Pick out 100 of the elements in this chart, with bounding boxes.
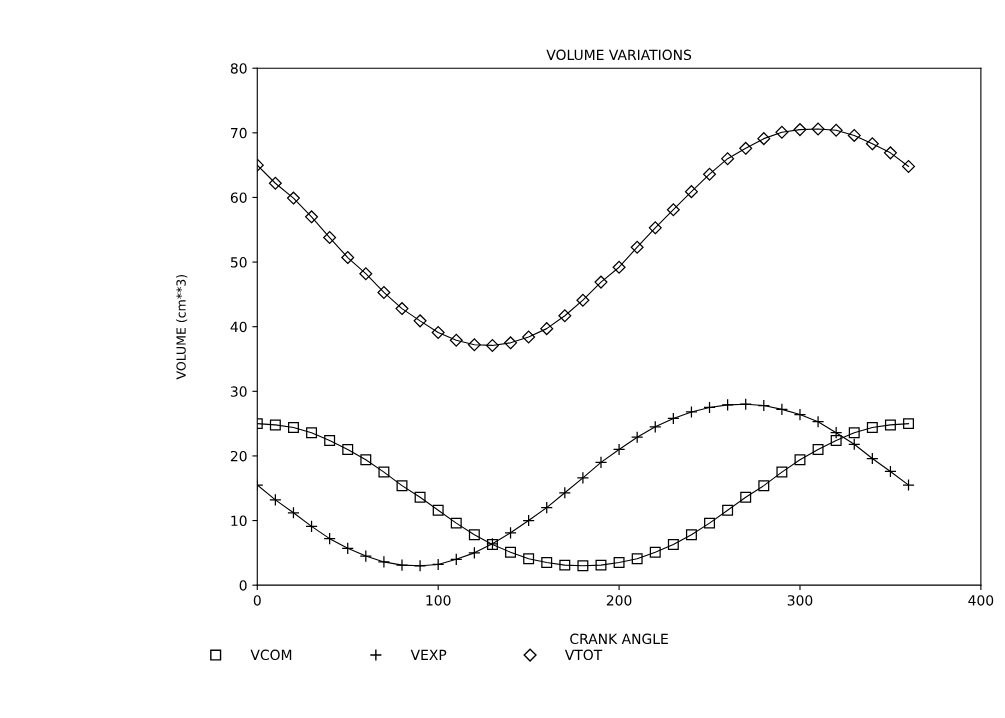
point	[866, 422, 878, 433]
point	[413, 559, 427, 572]
point	[540, 322, 554, 336]
point	[866, 452, 879, 465]
point	[685, 405, 698, 419]
point	[431, 325, 445, 340]
point	[630, 240, 644, 254]
point	[595, 559, 607, 571]
point	[649, 420, 662, 434]
point	[848, 427, 860, 439]
point	[414, 491, 426, 503]
point	[703, 401, 716, 414]
point	[522, 514, 535, 527]
point	[722, 504, 734, 516]
point	[883, 146, 897, 160]
point	[485, 338, 499, 352]
point	[504, 336, 518, 350]
point	[612, 260, 626, 274]
point	[793, 408, 807, 421]
point	[703, 167, 717, 181]
y-tick-label: 30	[230, 386, 247, 397]
point	[306, 427, 318, 439]
point	[505, 546, 517, 558]
point	[268, 176, 282, 190]
point	[758, 480, 770, 492]
point	[594, 275, 608, 289]
point	[287, 506, 300, 519]
y-tick-label: 50	[230, 257, 247, 268]
point	[305, 210, 319, 224]
point	[902, 478, 915, 492]
point	[395, 302, 409, 316]
point	[504, 526, 517, 540]
point	[630, 431, 644, 444]
point	[865, 137, 879, 151]
chart-title: VOLUME VARIATIONS	[546, 49, 692, 61]
point	[413, 314, 427, 328]
point	[577, 560, 589, 572]
point	[342, 443, 354, 455]
x-tick-label: 0	[253, 595, 261, 606]
point	[757, 132, 771, 146]
point	[829, 123, 843, 137]
point	[776, 466, 788, 478]
point	[902, 159, 916, 173]
point	[685, 529, 697, 541]
point	[523, 553, 535, 565]
point	[704, 517, 716, 529]
point	[667, 538, 679, 550]
point	[360, 454, 372, 466]
point	[558, 309, 572, 323]
point	[559, 559, 571, 571]
point	[649, 546, 661, 558]
x-tick-label: 100	[426, 595, 451, 606]
point	[847, 128, 861, 142]
y-tick-label: 40	[230, 321, 247, 333]
y-tick-label: 70	[231, 127, 247, 139]
point	[468, 529, 480, 541]
point	[467, 338, 481, 352]
point	[324, 434, 336, 446]
legend-label: VEXP	[410, 649, 447, 660]
point	[468, 546, 481, 560]
point	[359, 549, 373, 563]
point	[739, 141, 753, 155]
point	[576, 471, 590, 485]
y-tick-label: 60	[230, 192, 247, 203]
point	[377, 555, 391, 569]
point	[341, 251, 355, 265]
point	[269, 419, 281, 431]
y-tick-label: 20	[230, 450, 247, 462]
point	[287, 422, 299, 433]
point	[286, 191, 300, 205]
point	[811, 415, 825, 428]
point	[377, 285, 391, 299]
point	[613, 557, 625, 569]
point	[830, 434, 842, 446]
point	[432, 504, 444, 516]
point	[829, 426, 843, 439]
point	[395, 558, 409, 572]
y-tick-label: 0	[239, 580, 247, 591]
y-tick-label: 80	[230, 63, 247, 74]
legend-label: VCOM	[250, 649, 292, 661]
point	[612, 443, 626, 456]
point	[323, 532, 336, 545]
y-axis-title: VOLUME (cm**3)	[176, 274, 188, 380]
point	[775, 125, 789, 139]
point	[432, 558, 445, 571]
y-tick-label: 10	[231, 515, 247, 527]
point	[793, 123, 807, 137]
x-axis-title: CRANK ANGLE	[570, 633, 668, 645]
x-tick-label: 200	[606, 595, 632, 606]
point	[812, 443, 824, 455]
point	[558, 486, 571, 499]
point	[684, 185, 698, 199]
point	[903, 418, 915, 430]
point	[359, 267, 373, 281]
point	[740, 491, 752, 503]
point	[848, 438, 861, 451]
legend-label: VTOT	[564, 649, 603, 661]
point	[540, 501, 553, 514]
point	[631, 553, 643, 565]
point	[305, 520, 318, 533]
